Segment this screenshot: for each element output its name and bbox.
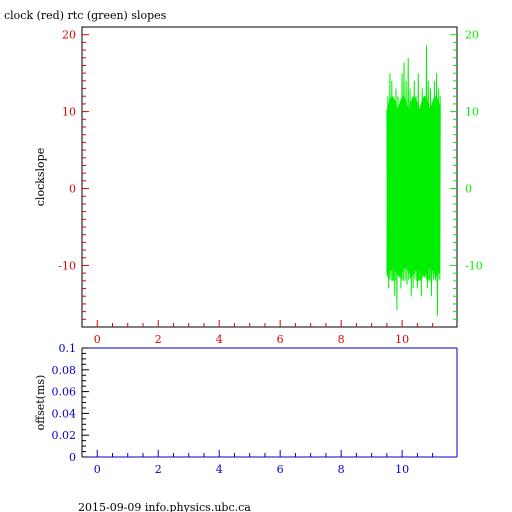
y-right-tick-label: -10 xyxy=(465,259,483,272)
y-axis-label-bottom: offset(ms) xyxy=(34,375,47,431)
x-tick-label: 6 xyxy=(277,333,284,346)
footer-text: 2015-09-09 info.physics.ubc.ca xyxy=(78,501,251,512)
y-left-tick-label: -10 xyxy=(58,259,76,272)
y-right-tick-label: 0 xyxy=(465,183,472,196)
x-tick-label: 4 xyxy=(216,333,223,346)
top-plot-frame xyxy=(81,26,458,328)
bottom-x-tick-label: 8 xyxy=(338,463,345,476)
bottom-y-tick-label: 0.1 xyxy=(59,342,77,355)
y-axis-label-top: clockslope xyxy=(34,148,47,206)
x-tick-label: 0 xyxy=(94,333,101,346)
x-tick-label: 8 xyxy=(338,333,345,346)
x-tick-label: 2 xyxy=(155,333,162,346)
y-left-tick-label: 0 xyxy=(69,183,76,196)
bottom-y-tick-label: 0.02 xyxy=(52,429,77,442)
bottom-y-tick-label: 0.08 xyxy=(52,364,77,377)
bottom-y-tick-label: 0.04 xyxy=(52,407,77,420)
rtc-slope-core xyxy=(390,127,437,251)
y-left-tick-label: 10 xyxy=(62,106,76,119)
bottom-x-tick-label: 4 xyxy=(216,463,223,476)
y-right-tick-label: 20 xyxy=(465,29,479,42)
bottom-x-tick-label: 0 xyxy=(94,463,101,476)
top-panel: 20 10 0 -10 20 10 0 -10 0 2 4 6 8 10 clockslope xyxy=(34,26,483,346)
bottom-x-tick-label: 2 xyxy=(155,463,162,476)
bottom-y-tick-label: 0 xyxy=(69,451,76,464)
x-tick-label: 10 xyxy=(395,333,409,346)
chart-title: clock (red) rtc (green) slopes xyxy=(4,9,167,22)
bottom-x-tick-label: 10 xyxy=(395,463,409,476)
y-right-tick-label: 10 xyxy=(465,106,479,119)
bottom-panel: 0.1 0.08 0.06 0.04 0.02 0 0 2 4 6 8 10 offset(ms) xyxy=(34,342,458,476)
bottom-x-tick-label: 6 xyxy=(277,463,284,476)
bottom-y-tick-label: 0.06 xyxy=(52,386,77,399)
y-left-tick-label: 20 xyxy=(62,29,76,42)
